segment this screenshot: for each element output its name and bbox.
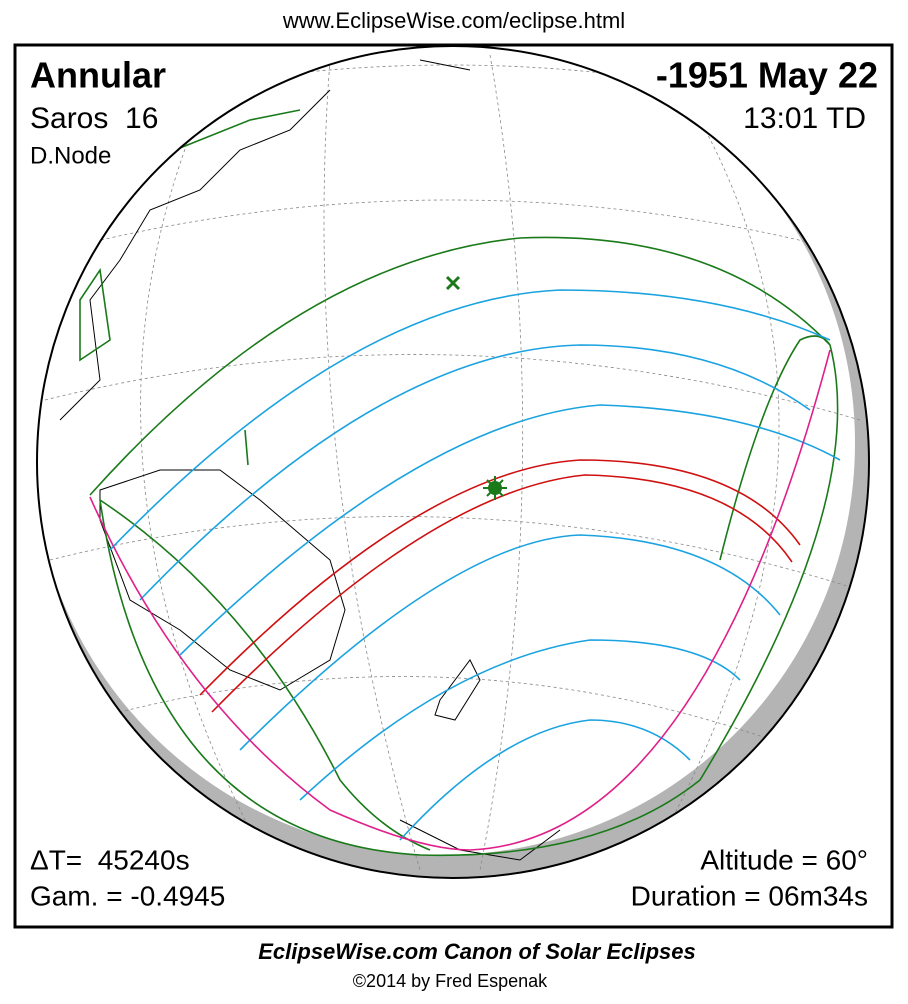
delta-t: ΔT= 45240s — [30, 844, 190, 875]
globe-outline — [36, 45, 870, 879]
altitude: Altitude = 60° — [700, 844, 868, 875]
date: -1951 May 22 — [656, 55, 878, 96]
node: D.Node — [30, 142, 111, 169]
greatest-duration-marker — [483, 476, 507, 500]
saros: Saros 16 — [30, 102, 158, 135]
globe — [37, 46, 869, 878]
footer-title: EclipseWise.com Canon of Solar Eclipses — [258, 939, 696, 964]
duration: Duration = 06m34s — [631, 880, 868, 911]
credit: ©2014 by Fred Espenak — [353, 971, 548, 991]
eclipse-type: Annular — [30, 55, 166, 96]
gamma: Gam. = -0.4945 — [30, 880, 225, 911]
max-eclipse-marker — [445, 275, 461, 291]
time: 13:01 TD — [743, 102, 866, 135]
url: www.EclipseWise.com/eclipse.html — [282, 8, 625, 33]
